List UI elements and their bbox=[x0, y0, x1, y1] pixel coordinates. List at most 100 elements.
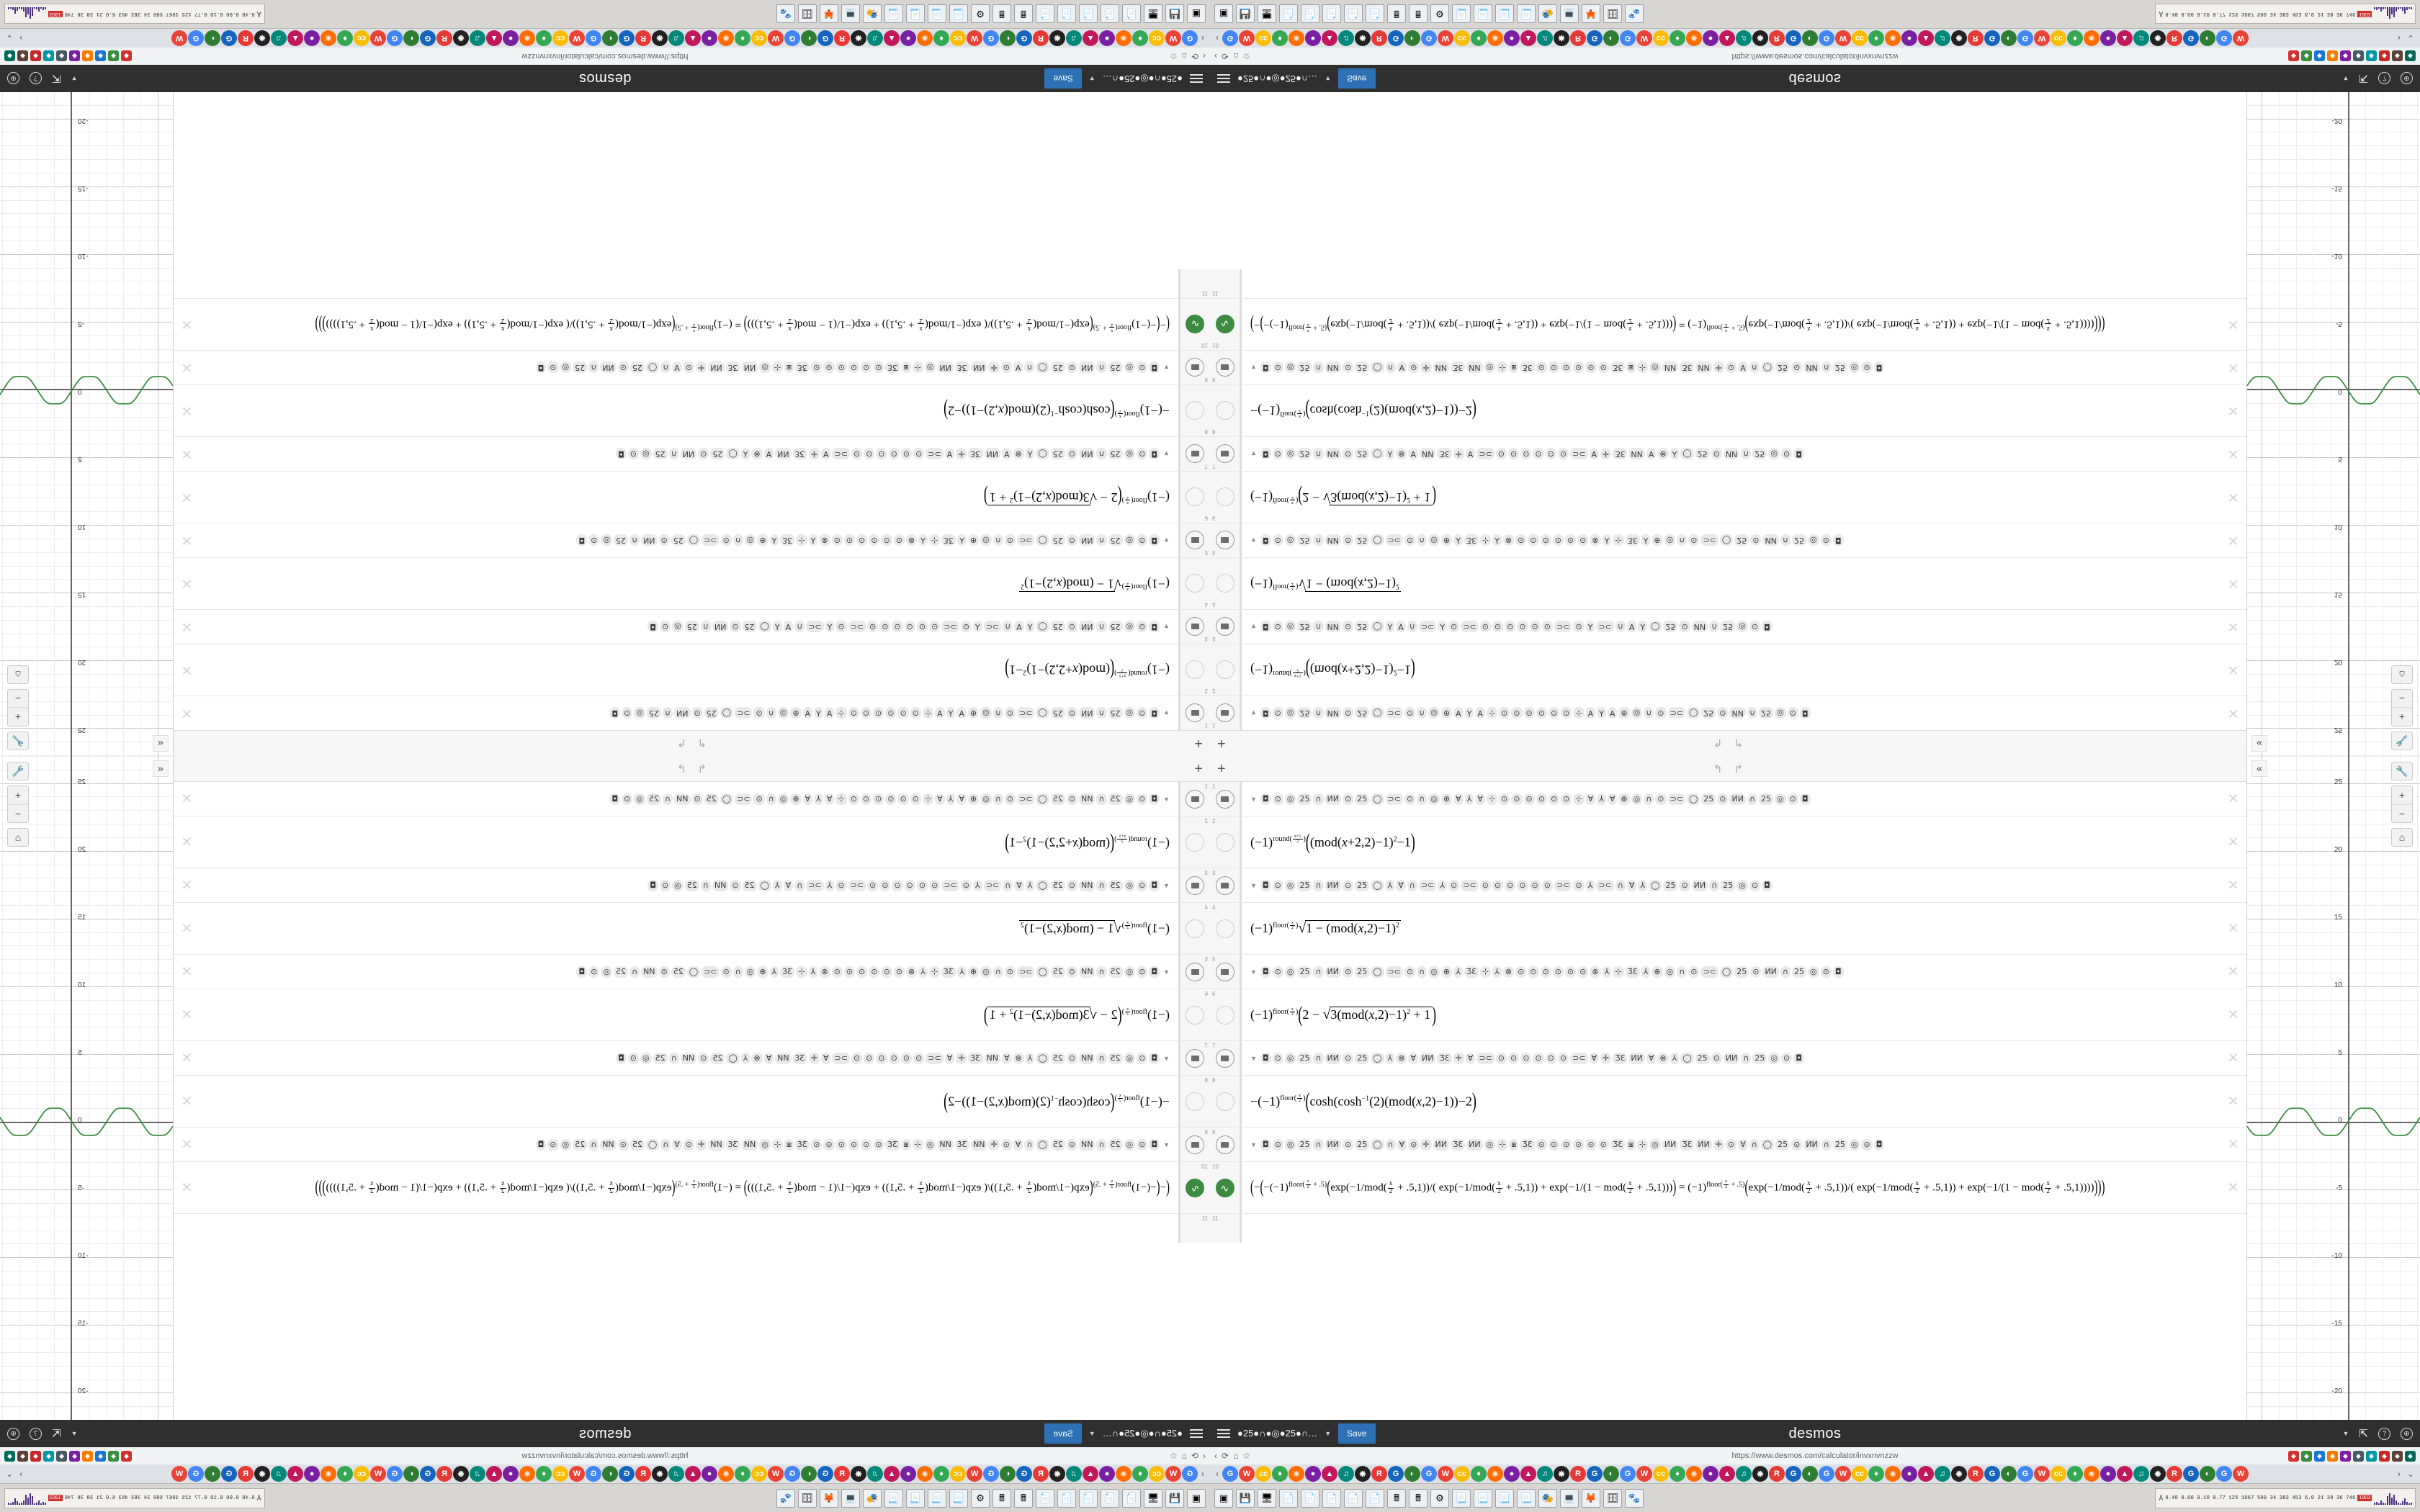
expression-row[interactable]: 10(−(−(−1)floor(x2 + .5)(exp(−1/mod(x2 +… bbox=[1210, 298, 2246, 350]
chevron-down-icon[interactable]: ▼ bbox=[1325, 1430, 1332, 1437]
expression-content[interactable]: ▼ ◘ ⊙ ◎ 25 ∩ ИИ ⊙ 25 ◯ ⊃⊂ ⊙ ∩ ◎ ⊕ ⅄ ƷƐ ⊹ ⅄ ⊗ ⊙ ⊙ ⊙ ⊙ ⊙ ⊙ ⊗ ⅄ ⊹ ƷƐ ⅄ ⊕ ◎ ∩… bbox=[174, 955, 1180, 989]
expression-content[interactable]: (−1)floor(x 2)(2 − √3(mod(x,2)−1)2 + 1) bbox=[174, 472, 1180, 523]
home-button[interactable]: ⌂ bbox=[7, 665, 29, 684]
browser-tab[interactable]: ❋ bbox=[1554, 30, 1569, 46]
folder-caret-icon[interactable]: ▼ bbox=[1163, 795, 1170, 803]
plot-toggle-circle[interactable] bbox=[1186, 832, 1205, 852]
expression-content[interactable]: (−(−(−1)floor(x 2 + .5)(exp(−1/mod(x 2 + .… bbox=[174, 299, 1180, 350]
delete-expression-button[interactable]: ✕ bbox=[2227, 1179, 2239, 1196]
home-button[interactable]: ⌂ bbox=[7, 828, 29, 847]
expression-content[interactable]: (−(−(−1)floor(x 2 + .5)(exp(−1/mod(x 2 + .… bbox=[1240, 1162, 2246, 1213]
expression-row[interactable]: 2 (−1)round(x+1 2)((mod(x+2,2)−1)2−1) ✕ bbox=[1210, 816, 2246, 868]
zoom-out-button[interactable]: − bbox=[2398, 693, 2406, 705]
document-icon[interactable]: 📄 bbox=[1079, 1488, 1098, 1508]
folder-caret-icon[interactable]: ▼ bbox=[1250, 450, 1257, 458]
globe-icon[interactable]: ⊕ bbox=[2401, 1427, 2413, 1440]
back-icon[interactable]: ‹ bbox=[1203, 1451, 1206, 1461]
browser-tab[interactable]: G bbox=[1388, 30, 1404, 46]
gimp-icon[interactable]: 🐾 bbox=[776, 4, 795, 24]
collapse-panel-button[interactable]: « bbox=[152, 760, 169, 777]
document-icon[interactable]: 📄 bbox=[1122, 1488, 1141, 1508]
expression-row[interactable]: 11 bbox=[174, 1214, 1210, 1243]
browser-tab[interactable]: ♫ bbox=[470, 1466, 485, 1482]
browser-tab[interactable]: ✳ bbox=[917, 1466, 933, 1482]
browser-tab[interactable]: W bbox=[967, 30, 982, 46]
plot-toggle-circle[interactable] bbox=[1215, 832, 1234, 852]
delete-expression-button[interactable]: ✕ bbox=[181, 1093, 193, 1110]
expression-row[interactable]: 6 (−1)floor(x 2)(2 − √3(mod(x,2)−1)2 + 1) ✕ bbox=[174, 471, 1210, 523]
home-icon[interactable]: ⌂ bbox=[1233, 51, 1239, 61]
calculator-icon[interactable]: 🖩 bbox=[1409, 4, 1428, 24]
extension-icon[interactable]: ◆ bbox=[2327, 1450, 2338, 1462]
folder-toggle-icon[interactable] bbox=[1186, 703, 1205, 723]
tab-scroll-left[interactable]: ‹ bbox=[1201, 33, 1204, 43]
home-icon[interactable]: ⌂ bbox=[1181, 51, 1187, 61]
collapse-panel-button[interactable]: « bbox=[152, 735, 169, 752]
archive-icon[interactable]: 🗄 bbox=[1603, 1488, 1622, 1508]
chevron-down-icon[interactable]: ▼ bbox=[2342, 75, 2349, 82]
expression-row[interactable]: 9 ▼ ◘ ⊙ ◎ 25 ∩ ИИ ⊙ 25 ◯ ∩ Ɐ ⊙ ✛ ИИ ƷƐ ИИ ◎ ⊹ ⧆ ƷƐ ⊙ ⊙ ⊙ ⊙ ⊙ ⊙ ƷƐ ⧆ ⊹ ◎… bbox=[1210, 1128, 2246, 1162]
graph-canvas[interactable]: 25 20 15 10 5 0 -5 -10 -15 -20 « 🔧 + − ⌂ bbox=[0, 756, 173, 1420]
browser-tab[interactable]: ♫ bbox=[668, 30, 684, 46]
browser-tab[interactable]: ♦ bbox=[337, 1466, 353, 1482]
system-monitor-widget[interactable]: Å 0.48 0.00 0.10 0.77 125 1067 500 34 38… bbox=[4, 1488, 265, 1508]
browser-tab[interactable]: cc bbox=[1653, 1466, 1669, 1482]
graph-title[interactable]: ●25●∩●◎●25●∩… bbox=[1102, 73, 1183, 84]
expression-row[interactable]: 8 −(−1)floor(x 2)(cosh(cosh−1(2)(mod(x,2)−… bbox=[174, 1076, 1210, 1128]
home-button[interactable]: ⌂ bbox=[2391, 828, 2413, 847]
browser-tab[interactable]: ● bbox=[1703, 30, 1718, 46]
expression-row[interactable]: 7 ▼ ◘ ⊙ ◎ 25 ∩ ИИ ⊙ 25 ◯ ⅄ ⊗ Ɐ ИИ ƷƐ ✛ Ɐ ⊃⊂ ⊙ ⊙ ⊙ ⊙ ⊙ ⊙ ⊃⊂ Ɐ ✛ ƷƐ ИИ Ɐ… bbox=[174, 1041, 1210, 1076]
browser-tab[interactable]: ❋ bbox=[254, 30, 270, 46]
save-button[interactable]: Save bbox=[1044, 68, 1082, 89]
browser-tab[interactable]: ♦ bbox=[1868, 1466, 1884, 1482]
undo-icon[interactable]: ↰ bbox=[697, 737, 707, 750]
save-button[interactable]: Save bbox=[1338, 68, 1376, 89]
bookmark-icon[interactable]: ☆ bbox=[1169, 51, 1178, 61]
browser-tab[interactable]: R bbox=[1033, 30, 1049, 46]
settings-icon[interactable]: ⚙ bbox=[971, 4, 990, 24]
browser-tab[interactable]: G bbox=[221, 1466, 237, 1482]
archive-icon[interactable]: 🗄 bbox=[798, 4, 817, 24]
browser-tab[interactable]: ▲ bbox=[486, 1466, 502, 1482]
expression-content[interactable]: ▼ ◘ ⊙ ◎ 25 ∩ ИИ ⊙ 25 ◯ ⅄ Ɐ ∩ ⊃⊂ ⅄ ⊙ ⊃⊂ ⊙ ⊙ ⊙ ⊙ ⊙ ⊙ ⊃⊂ ⊙ ⅄ ⊃⊂ ∩ Ɐ ⅄ ◯ 25… bbox=[1240, 868, 2246, 902]
expression-row[interactable]: 6 (−1)floor(x 2)(2 − √3(mod(x,2)−1)2 + 1) ✕ bbox=[1210, 989, 2246, 1041]
delete-expression-button[interactable]: ✕ bbox=[181, 575, 193, 592]
save-button[interactable]: Save bbox=[1044, 1423, 1082, 1444]
expression-row[interactable]: 3 ▼ ◘ ⊙ ◎ 25 ∩ ИИ ⊙ 25 ◯ ⅄ Ɐ ∩ ⊃⊂ ⅄ ⊙ ⊃⊂ ⊙ ⊙ ⊙ ⊙ ⊙ ⊙ ⊃⊂ ⊙ ⅄ ⊃⊂ ∩ Ɐ ⅄ ◯ 2… bbox=[174, 609, 1210, 644]
browser-tab[interactable]: R bbox=[1371, 30, 1387, 46]
browser-tab[interactable]: G bbox=[1182, 1466, 1198, 1482]
browser-tab[interactable]: cc bbox=[950, 30, 966, 46]
extension-icon[interactable]: ◆ bbox=[69, 50, 80, 62]
browser-tab[interactable]: W bbox=[1636, 30, 1652, 46]
theater-icon[interactable]: 🎭 bbox=[1538, 4, 1557, 24]
graph-title[interactable]: ●25●∩●◎●25●∩… bbox=[1237, 73, 1318, 84]
browser-tab[interactable]: ● bbox=[702, 1466, 717, 1482]
browser-tab[interactable]: ✳ bbox=[1885, 1466, 1901, 1482]
browser-tab[interactable]: ❋ bbox=[1355, 1466, 1371, 1482]
browser-tab[interactable]: ♦ bbox=[1272, 30, 1288, 46]
expression-content[interactable]: (−1)round(x+1 2)((mod(x+2,2)−1)2−1) bbox=[1240, 816, 2246, 868]
document-icon[interactable]: 📄 bbox=[1057, 4, 1076, 24]
expression-row[interactable]: 5 ▼ ◘ ⊙ ◎ 25 ∩ ИИ ⊙ 25 ◯ ⊃⊂ ⊙ ∩ ◎ ⊕ ⅄ ƷƐ ⊹ ⅄ ⊗ ⊙ ⊙ ⊙ ⊙ ⊙ ⊙ ⊗ ⅄ ⊹ ƷƐ ⅄ ⊕ ◎… bbox=[1210, 955, 2246, 989]
extension-icon[interactable]: ◆ bbox=[2353, 50, 2364, 62]
browser-tab[interactable]: ▲ bbox=[685, 30, 701, 46]
browser-tab[interactable]: W bbox=[569, 1466, 585, 1482]
browser-tab[interactable]: W bbox=[967, 1466, 982, 1482]
text-editor-icon[interactable]: 📃 bbox=[1495, 1488, 1514, 1508]
extension-icon[interactable]: ◆ bbox=[43, 50, 54, 62]
redo-icon[interactable]: ↱ bbox=[676, 737, 686, 750]
terminal-icon[interactable]: ▣ bbox=[1187, 1488, 1206, 1508]
browser-tab[interactable]: W bbox=[1835, 1466, 1851, 1482]
plot-toggle-circle[interactable] bbox=[1186, 919, 1205, 938]
browser-tab[interactable]: cc bbox=[751, 30, 767, 46]
browser-tab[interactable]: ▲ bbox=[1322, 1466, 1337, 1482]
document-icon[interactable]: 📄 bbox=[1079, 4, 1098, 24]
browser-tab[interactable]: G bbox=[420, 1466, 436, 1482]
browser-tab[interactable]: ▲ bbox=[2117, 1466, 2133, 1482]
extension-icon[interactable]: ◆ bbox=[17, 50, 28, 62]
share-icon[interactable]: ⇱ bbox=[2359, 72, 2368, 84]
browser-tab[interactable]: G bbox=[1785, 30, 1801, 46]
expression-content[interactable]: ▼ ◘ ⊙ ◎ 25 ∩ ИИ ⊙ 25 ◯ ⊃⊂ ⊙ ∩ ◎ ⊕ ⅄ ƷƐ ⊹ ⅄ ⊗ ⊙ ⊙ ⊙ ⊙ ⊙ ⊙ ⊗ ⅄ ⊹ ƷƐ ⅄ ⊕ ◎ ∩… bbox=[174, 523, 1180, 557]
menu-icon[interactable] bbox=[1190, 74, 1203, 83]
